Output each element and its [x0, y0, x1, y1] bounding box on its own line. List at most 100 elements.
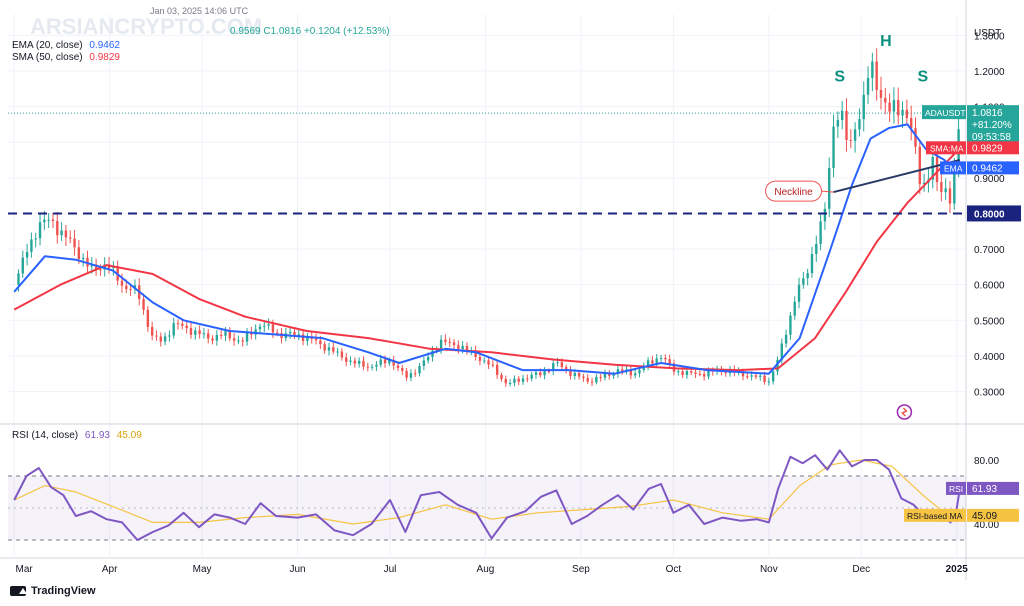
ema-price-tag	[967, 161, 1019, 175]
candle-down	[150, 326, 154, 336]
candle-up	[815, 243, 818, 255]
candle-up	[789, 315, 792, 335]
candle-down	[746, 376, 749, 378]
candle-up	[767, 381, 771, 383]
candle-down	[448, 341, 451, 343]
candle-down	[396, 365, 400, 369]
candle-down	[51, 219, 55, 222]
alert-icon	[896, 404, 913, 420]
candle-down	[948, 188, 952, 204]
candle-down	[340, 351, 344, 358]
candle-down	[741, 370, 745, 377]
candle-down	[332, 347, 335, 352]
candle-down	[120, 280, 124, 286]
candle-up	[370, 366, 374, 368]
price-tick-label: 0.3000	[974, 388, 1005, 399]
candle-up	[901, 109, 904, 116]
time-tick-label: Nov	[760, 564, 778, 575]
sma-legend-label: SMA (50, close)	[12, 52, 83, 63]
candle-up	[375, 364, 378, 367]
candle-up	[552, 363, 555, 372]
candle-down	[909, 118, 913, 129]
candle-down	[293, 331, 296, 335]
candle-up	[750, 375, 753, 377]
rsi-tick-label: 40.00	[974, 520, 999, 531]
candle-down	[690, 371, 693, 373]
candle-down	[582, 376, 585, 379]
candle-up	[224, 331, 227, 336]
candle-down	[228, 331, 231, 339]
candle-down	[444, 339, 447, 342]
neckline-pointer	[821, 190, 834, 193]
time-tick-label: May	[193, 564, 212, 575]
ema-axis-tag	[940, 161, 966, 175]
candle-down	[560, 362, 564, 368]
rsi-legend[interactable]: RSI (14, close) 61.93 45.09	[12, 430, 142, 441]
candle-down	[664, 357, 667, 360]
last-price-value: 1.0816	[972, 108, 1003, 119]
candle-up	[327, 347, 331, 351]
neckline-label: Neckline	[774, 187, 813, 198]
price-tick-label: 1.3000	[974, 31, 1005, 42]
price-tick-label: 1.2000	[974, 67, 1005, 78]
candle-up	[379, 359, 382, 365]
candle-down	[491, 364, 495, 366]
candle-up	[263, 325, 266, 327]
currency-label: USDT	[974, 28, 1001, 39]
candle-down	[599, 376, 602, 378]
time-tick-label: Mar	[16, 564, 34, 575]
candle-up	[953, 166, 956, 204]
rsi-ma-value-label: 45.09	[972, 511, 997, 522]
candle-down	[129, 289, 132, 291]
sma-legend[interactable]: SMA (50, close) 0.9829	[12, 52, 120, 63]
candle-up	[215, 335, 219, 341]
candle-up	[595, 376, 598, 383]
candle-down	[504, 379, 507, 384]
candle-down	[608, 373, 611, 376]
symbol-tag	[922, 105, 966, 120]
tradingview-brand[interactable]: TradingView	[10, 585, 96, 597]
candle-up	[828, 167, 831, 209]
candle-up	[759, 375, 762, 377]
candle-up	[793, 301, 796, 316]
candle-up	[513, 378, 516, 383]
candle-up	[163, 336, 167, 342]
candle-down	[724, 371, 727, 374]
candle-down	[888, 102, 891, 112]
candle-up	[172, 323, 175, 336]
rsi-value-tag	[967, 481, 1019, 495]
rsi-ma-line	[13, 459, 960, 525]
candle-down	[323, 344, 326, 351]
price-tick-label: 0.4000	[974, 352, 1005, 363]
candle-down	[276, 332, 279, 334]
candle-up	[47, 219, 50, 221]
candle-down	[301, 334, 305, 341]
candle-up	[21, 257, 24, 274]
candle-down	[232, 338, 236, 341]
candle-down	[392, 360, 395, 366]
candle-up	[388, 360, 391, 364]
candle-down	[211, 338, 214, 341]
candle-up	[426, 356, 430, 361]
candle-down	[64, 230, 68, 238]
candle-down	[586, 378, 589, 382]
candle-up	[38, 222, 42, 239]
sma-axis-tag-label: SMA:MA	[930, 143, 964, 153]
time-tick-label: Aug	[477, 564, 495, 575]
rsi-tick-label: 80.00	[974, 456, 999, 467]
candle-up	[349, 360, 352, 362]
candle-up	[646, 360, 650, 366]
candle-up	[439, 339, 443, 349]
candle-up	[866, 78, 870, 95]
time-tick-label: Jul	[384, 564, 397, 575]
sma-legend-value: 0.9829	[89, 52, 120, 63]
candle-up	[60, 230, 63, 236]
ema-legend[interactable]: EMA (20, close) 0.9462	[12, 40, 120, 51]
candle-down	[517, 378, 520, 382]
date-stamp: Jan 03, 2025 14:06 UTC	[150, 6, 249, 16]
candle-up	[922, 182, 926, 185]
symbol-tag-label: ADAUSDT	[925, 108, 966, 118]
candle-down	[754, 375, 758, 377]
candle-down	[207, 333, 210, 339]
